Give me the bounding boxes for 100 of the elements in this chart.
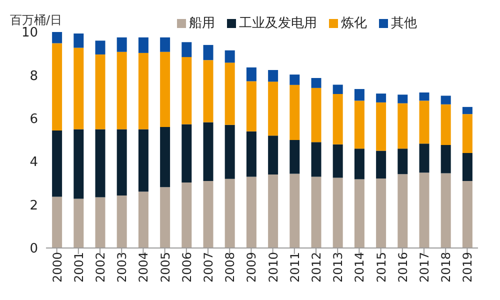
x-tick-label: 2011: [288, 252, 302, 283]
x-tick-label: 2005: [158, 252, 172, 283]
bar: [268, 174, 278, 248]
bar: [268, 82, 278, 136]
bar: [182, 182, 192, 248]
bar: [138, 52, 148, 130]
bar: [138, 192, 148, 248]
bar: [138, 129, 148, 192]
legend-label: 炼化: [340, 15, 367, 32]
x-tick-label: 2019: [460, 252, 475, 283]
bar: [398, 174, 408, 248]
x-tick-label: 2013: [331, 252, 346, 283]
bar: [74, 48, 84, 130]
bar: [398, 94, 408, 104]
bar: [203, 122, 214, 182]
bar: [52, 32, 62, 44]
bar: [311, 142, 322, 177]
bar: [95, 197, 106, 248]
bar: [354, 148, 364, 180]
bar: [462, 114, 472, 153]
bar: [74, 198, 84, 248]
bar: [246, 131, 256, 177]
bar: [224, 50, 235, 63]
bar: [74, 34, 84, 48]
bar: [246, 67, 256, 82]
bar: [182, 124, 192, 183]
bar: [440, 144, 451, 174]
x-tick-label: 2016: [396, 252, 410, 283]
bar: [290, 174, 300, 248]
x-tick-label: 2000: [50, 252, 64, 283]
bar: [376, 178, 386, 248]
bar: [311, 176, 322, 248]
bar: [332, 144, 343, 178]
y-tick-label: 0: [30, 242, 38, 257]
bar: [290, 74, 300, 85]
bar: [268, 136, 278, 175]
bar: [182, 42, 192, 58]
bar: [311, 88, 322, 142]
bar: [116, 129, 127, 196]
bar: [203, 181, 214, 248]
bar: [182, 57, 192, 124]
bar: [440, 96, 451, 104]
bar: [95, 40, 106, 54]
y-tick-label: 2: [30, 198, 38, 214]
x-tick-label: 2009: [244, 252, 259, 283]
bar: [419, 144, 430, 173]
bar: [116, 52, 127, 130]
bar: [116, 37, 127, 52]
x-tick-label: 2015: [374, 252, 388, 283]
bar: [440, 173, 451, 248]
x-tick-label: 2012: [310, 252, 324, 283]
bar: [52, 196, 62, 248]
bar: [419, 100, 430, 144]
bar: [419, 92, 430, 101]
legend-label: 工业及发电用: [238, 15, 317, 32]
x-tick-label: 2006: [180, 252, 194, 283]
bar: [95, 129, 106, 198]
bar: [95, 54, 106, 130]
bar: [224, 178, 235, 248]
bar: [160, 187, 170, 248]
bar: [462, 181, 472, 248]
legend-label: 船用: [188, 15, 215, 32]
y-tick-label: 6: [30, 112, 38, 128]
bar: [268, 70, 278, 82]
x-tick-label: 2010: [266, 252, 280, 283]
y-tick-label: 8: [30, 68, 38, 84]
bar: [376, 150, 386, 178]
legend-label: 其他: [390, 15, 417, 32]
bar: [332, 94, 343, 144]
bar: [398, 103, 408, 149]
x-tick-label: 2008: [223, 252, 238, 283]
bar: [440, 104, 451, 145]
bar: [74, 129, 84, 199]
x-tick-label: 2002: [94, 252, 108, 283]
bar: [203, 60, 214, 122]
bar: [332, 84, 343, 94]
bar: [224, 124, 235, 179]
bar: [419, 172, 430, 248]
x-tick-label: 2004: [136, 252, 151, 283]
x-tick-label: 2017: [418, 252, 432, 283]
bar: [290, 140, 300, 174]
bar: [398, 148, 408, 174]
bar: [311, 78, 322, 88]
bar: [354, 179, 364, 248]
bar: [246, 176, 256, 248]
bar: [138, 37, 148, 53]
bar: [52, 43, 62, 130]
bar: [52, 130, 62, 197]
bar: [160, 52, 170, 128]
y-tick-label: 4: [30, 155, 38, 170]
y-tick-label: 10: [21, 26, 38, 41]
bar: [116, 196, 127, 248]
x-tick-label: 2001: [72, 252, 86, 283]
bar: [160, 37, 170, 52]
x-tick-label: 2014: [352, 252, 367, 283]
bar: [376, 102, 386, 151]
bar: [354, 100, 364, 149]
x-tick-label: 2007: [202, 252, 216, 283]
bar: [376, 94, 386, 102]
x-tick-label: 2003: [115, 252, 130, 283]
